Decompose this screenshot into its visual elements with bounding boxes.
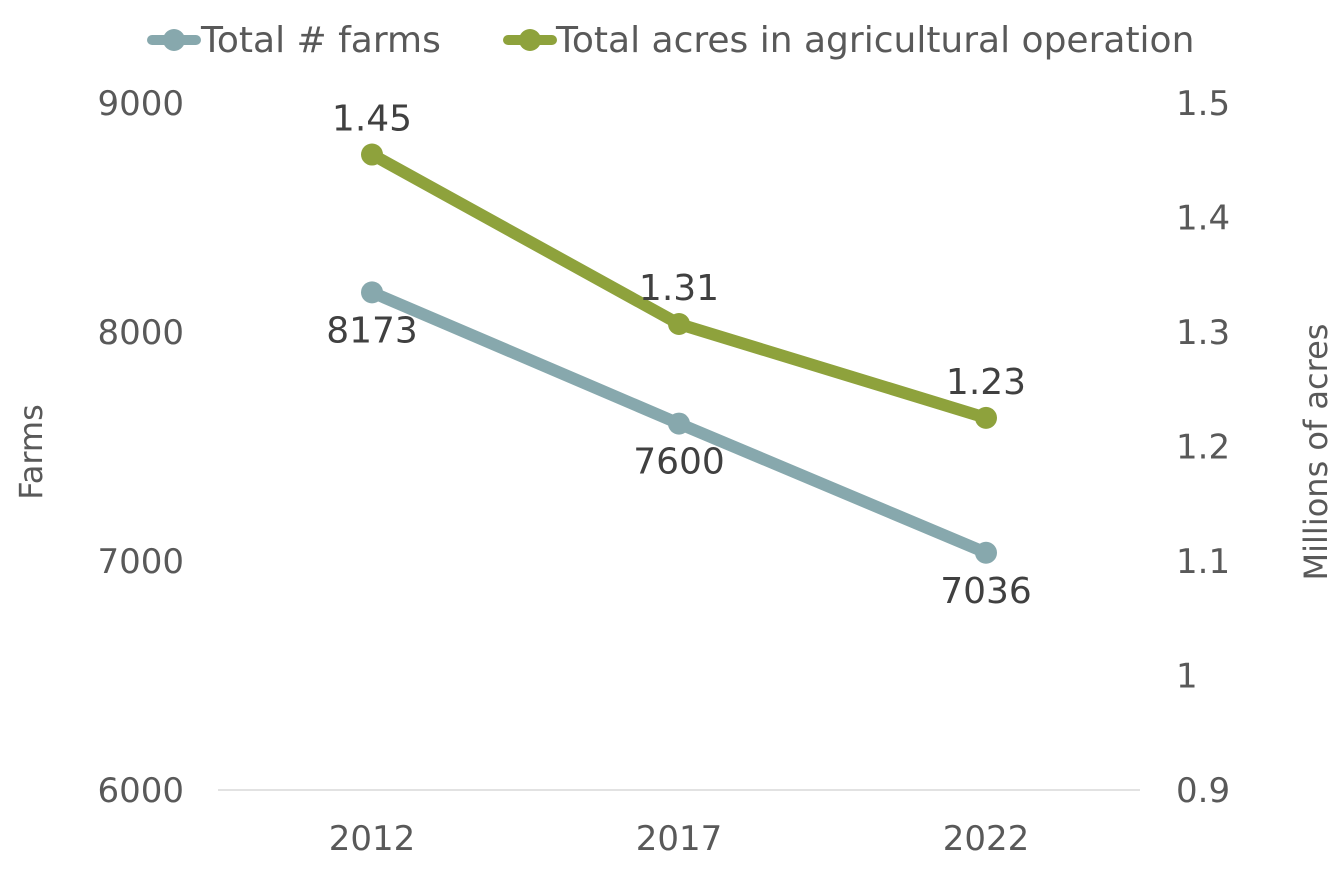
legend-label-acres: Total acres in agricultural operation (555, 20, 1194, 61)
y2-tick-label: 1.5 (1176, 84, 1230, 124)
data-label-farms: 7600 (633, 442, 725, 483)
y-tick-label: 6000 (97, 771, 184, 811)
y2-axis-ticks: 0.9 1 1.1 1.2 1.3 1.4 1.5 (1176, 84, 1230, 811)
data-label-farms: 8173 (326, 310, 418, 351)
y2-tick-label: 1.3 (1176, 313, 1230, 353)
y2-tick-label: 1 (1176, 657, 1198, 697)
legend-label-farms: Total # farms (200, 20, 441, 61)
y-tick-label: 8000 (97, 313, 184, 353)
data-point-acres[interactable] (975, 406, 997, 429)
y-tick-label: 7000 (97, 542, 184, 582)
data-point-farms[interactable] (975, 541, 997, 564)
y2-tick-label: 1.4 (1176, 199, 1230, 239)
data-label-acres: 1.45 (332, 99, 412, 140)
legend-marker-farms (163, 29, 185, 51)
x-tick-label: 2017 (636, 819, 723, 859)
y-axis-ticks: 6000 7000 8000 9000 (97, 84, 184, 811)
y2-tick-label: 0.9 (1176, 771, 1230, 811)
y-tick-label: 9000 (97, 84, 184, 124)
data-point-farms[interactable] (668, 412, 690, 435)
y-axis-title: Farms (12, 404, 50, 500)
y2-axis-title: Millions of acres (1297, 324, 1335, 581)
x-tick-label: 2012 (329, 819, 416, 859)
legend-item-acres[interactable]: Total acres in agricultural operation (503, 20, 1194, 61)
x-axis-ticks: 2012 2017 2022 (329, 819, 1030, 859)
legend: Total # farms Total acres in agricultura… (147, 20, 1194, 61)
legend-marker-acres (519, 29, 541, 51)
x-tick-label: 2022 (943, 819, 1030, 859)
series-group (361, 143, 997, 564)
data-point-acres[interactable] (668, 312, 690, 335)
data-label-farms: 7036 (940, 571, 1032, 612)
data-point-acres[interactable] (361, 143, 383, 166)
data-point-farms[interactable] (361, 281, 383, 304)
y2-tick-label: 1.2 (1176, 428, 1230, 468)
legend-item-farms[interactable]: Total # farms (147, 20, 441, 61)
data-label-acres: 1.31 (639, 268, 719, 309)
y2-tick-label: 1.1 (1176, 542, 1230, 582)
data-label-acres: 1.23 (946, 362, 1026, 403)
data-labels: 8173 7600 7036 1.45 1.31 1.23 (326, 99, 1032, 612)
